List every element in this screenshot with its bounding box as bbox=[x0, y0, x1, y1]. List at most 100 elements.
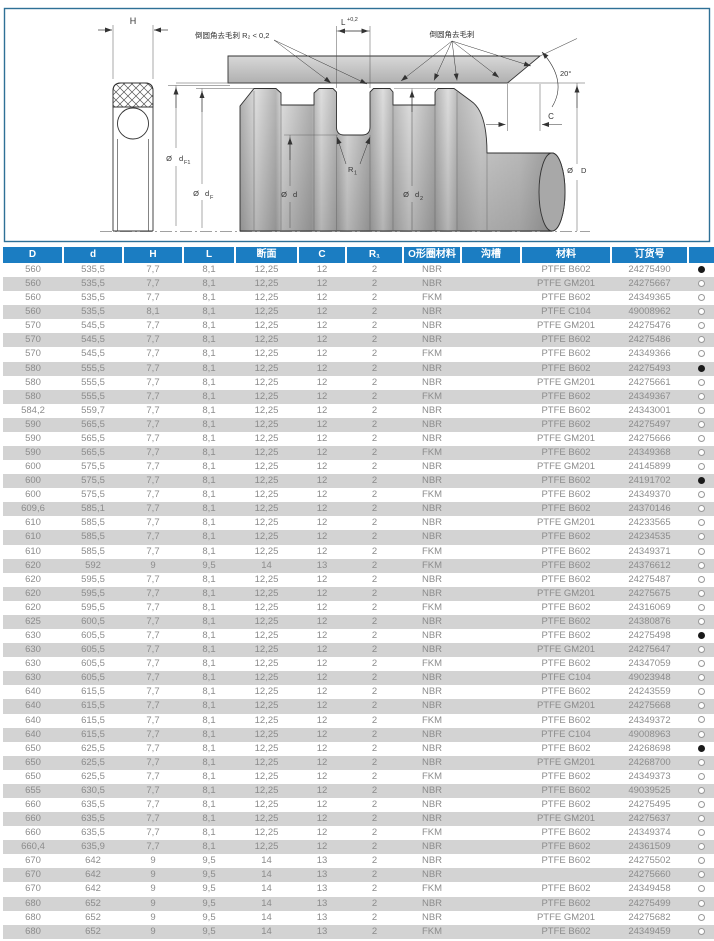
table-row: 560 535,5 7,7 8,1 12,25 12 2 NBR PTFE GM201 24275… bbox=[3, 277, 714, 292]
table-row: 584,2 559,7 7,7 8,1 12,25 12 2 NBR PTFE B602 2434… bbox=[3, 404, 714, 418]
dim-df-dia: Ø bbox=[193, 189, 199, 198]
availability-dot-filled bbox=[697, 477, 705, 485]
table-row: 570 545,5 7,7 8,1 12,25 12 2 FKM PTFE B602 243493… bbox=[3, 347, 714, 361]
table-row: 680 652 9 9,5 14 13 2 NBR PTFE GM201 24275682 bbox=[3, 911, 714, 925]
availability-dot-empty bbox=[697, 322, 705, 330]
availability-dot-empty bbox=[697, 589, 705, 597]
availability-dot-empty bbox=[697, 434, 705, 442]
table-row: 590 565,5 7,7 8,1 12,25 12 2 FKM PTFE B602 243493… bbox=[3, 446, 714, 461]
table-body: 560 535,5 7,7 8,1 12,25 12 2 NBR PTFE B602 242754… bbox=[3, 263, 714, 939]
table-row: 560 535,5 7,7 8,1 12,25 12 2 NBR PTFE B602 242754… bbox=[3, 263, 714, 277]
o-ring bbox=[117, 107, 149, 140]
availability-dot-empty bbox=[697, 617, 705, 625]
rod-end-face bbox=[538, 152, 566, 232]
availability-dot-empty bbox=[697, 730, 705, 738]
table-row: 630 605,5 7,7 8,1 12,25 12 2 NBR PTFE GM201 24275… bbox=[3, 643, 714, 658]
table-row: 650 625,5 7,7 8,1 12,25 12 2 NBR PTFE GM201 24268… bbox=[3, 755, 714, 770]
availability-dot-empty bbox=[697, 449, 705, 456]
availability-dot-empty bbox=[697, 702, 705, 710]
table-row: 560 535,5 8,1 8,1 12,25 12 2 NBR PTFE C104 490089… bbox=[3, 305, 714, 320]
availability-dot-empty bbox=[697, 336, 705, 344]
availability-dot-empty bbox=[697, 871, 705, 879]
availability-dot-empty bbox=[697, 463, 705, 471]
table-row: 670 642 9 9,5 14 13 2 FKM PTFE B602 24349458 bbox=[3, 882, 714, 896]
dim-d2-label: d bbox=[415, 190, 419, 199]
dim-l-tolerance: +0,2 bbox=[347, 17, 358, 23]
seal-hatch-cap bbox=[112, 82, 154, 108]
table-row: 609,6 585,1 7,7 8,1 12,25 12 2 NBR PTFE B602 2437… bbox=[3, 502, 714, 517]
angle-label: 20° bbox=[560, 69, 571, 78]
availability-dot-empty bbox=[697, 913, 705, 921]
availability-dot-empty bbox=[697, 378, 705, 386]
table-row: 590 565,5 7,7 8,1 12,25 12 2 NBR PTFE GM201 24275… bbox=[3, 432, 714, 446]
col-header-D: D bbox=[3, 247, 63, 263]
col-header-d: d bbox=[62, 247, 123, 263]
dim-d2-sub: 2 bbox=[420, 196, 423, 202]
availability-dot-empty bbox=[697, 280, 705, 288]
table-row: 620 595,5 7,7 8,1 12,25 12 2 FKM PTFE B602 243160… bbox=[3, 601, 714, 615]
availability-dot-empty bbox=[697, 772, 705, 780]
table-row: 640 615,5 7,7 8,1 12,25 12 2 FKM PTFE B602 243493… bbox=[3, 714, 714, 728]
availability-dot-empty bbox=[697, 603, 705, 611]
table-row: 660 635,5 7,7 8,1 12,25 12 2 NBR PTFE GM201 24275… bbox=[3, 812, 714, 827]
table-row: 600 575,5 7,7 8,1 12,25 12 2 FKM PTFE B602 243493… bbox=[3, 488, 714, 502]
availability-dot-empty bbox=[697, 885, 705, 893]
availability-dot-empty bbox=[697, 406, 705, 414]
dim-h-label: H bbox=[130, 16, 137, 26]
dim-c bbox=[486, 84, 562, 131]
dim-c-label: C bbox=[548, 112, 554, 121]
availability-dot-filled bbox=[697, 265, 705, 273]
availability-dot-empty bbox=[697, 294, 705, 302]
deburr-note-left: 倒圆角去毛刺 R₂ < 0,2 bbox=[195, 30, 269, 40]
dim-r1-label: R bbox=[348, 165, 354, 174]
col-header-availability bbox=[687, 247, 714, 263]
table-row: 655 630,5 7,7 8,1 12,25 12 2 NBR PTFE B602 490395… bbox=[3, 783, 714, 798]
availability-dot-empty bbox=[697, 857, 705, 865]
table-row: 680 652 9 9,5 14 13 2 NBR PTFE B602 24275499 bbox=[3, 896, 714, 911]
dim-r1-sub: 1 bbox=[354, 171, 357, 177]
table-row: 600 575,5 7,7 8,1 12,25 12 2 NBR PTFE B602 241917… bbox=[3, 474, 714, 489]
availability-dot-empty bbox=[697, 660, 705, 668]
col-header-material: 材料 bbox=[520, 247, 611, 263]
availability-dot-empty bbox=[697, 533, 705, 541]
availability-dot-filled bbox=[697, 744, 705, 752]
table-row: 670 642 9 9,5 14 13 2 NBR PTFE B602 24275502 bbox=[3, 854, 714, 868]
table-row: 670 642 9 9,5 14 13 2 NBR 24275660 bbox=[3, 868, 714, 883]
table-row: 610 585,5 7,7 8,1 12,25 12 2 NBR PTFE GM201 24233… bbox=[3, 516, 714, 530]
dim-df1-sub: F1 bbox=[184, 160, 190, 166]
dim-l-label: L bbox=[341, 18, 346, 27]
table-row: 680 652 9 9,5 14 13 2 FKM PTFE B602 24349459 bbox=[3, 924, 714, 939]
col-header-groove: 沟槽 bbox=[460, 247, 521, 263]
availability-dot-empty bbox=[697, 491, 705, 499]
table-row: 570 545,5 7,7 8,1 12,25 12 2 NBR PTFE B602 242754… bbox=[3, 333, 714, 348]
availability-dot-empty bbox=[697, 786, 705, 794]
availability-dot-empty bbox=[697, 505, 705, 513]
table-row: 580 555,5 7,7 8,1 12,25 12 2 FKM PTFE B602 243493… bbox=[3, 389, 714, 404]
availability-dot-empty bbox=[697, 547, 705, 555]
table-row: 630 605,5 7,7 8,1 12,25 12 2 FKM PTFE B602 243470… bbox=[3, 657, 714, 671]
dim-l bbox=[336, 26, 371, 88]
availability-dot-empty bbox=[697, 392, 705, 400]
dimension-table: D d H L 断面 C R₁ O形圈材料 沟槽 材料 订货号 560 535,5… bbox=[3, 247, 714, 939]
table-row: 640 615,5 7,7 8,1 12,25 12 2 NBR PTFE C104 490089… bbox=[3, 727, 714, 742]
table-row: 640 615,5 7,7 8,1 12,25 12 2 NBR PTFE GM201 24275… bbox=[3, 699, 714, 714]
table-row: 560 535,5 7,7 8,1 12,25 12 2 FKM PTFE B602 243493… bbox=[3, 291, 714, 305]
dim-h bbox=[98, 25, 168, 79]
table-row: 630 605,5 7,7 8,1 12,25 12 2 NBR PTFE B602 242754… bbox=[3, 629, 714, 643]
dim-dd-dia: Ø bbox=[567, 166, 573, 175]
table-row: 570 545,5 7,7 8,1 12,25 12 2 NBR PTFE GM201 24275… bbox=[3, 319, 714, 333]
table-row: 600 575,5 7,7 8,1 12,25 12 2 NBR PTFE GM201 24145… bbox=[3, 460, 714, 474]
availability-dot-empty bbox=[697, 575, 705, 583]
dim-d-label: d bbox=[293, 190, 297, 199]
col-header-order-number: 订货号 bbox=[610, 247, 688, 263]
availability-dot-empty bbox=[697, 519, 705, 527]
col-header-section: 断面 bbox=[234, 247, 298, 263]
deburr-note-left-leaders bbox=[273, 39, 368, 85]
dim-df1-dia: Ø bbox=[166, 154, 172, 163]
availability-dot-filled bbox=[697, 632, 705, 640]
dim-dd-label: D bbox=[581, 166, 587, 175]
table-row: 640 615,5 7,7 8,1 12,25 12 2 NBR PTFE B602 242435… bbox=[3, 685, 714, 699]
col-header-H: H bbox=[122, 247, 183, 263]
angle-arc bbox=[541, 51, 559, 108]
table-row: 620 592 9 9,5 14 13 2 FKM PTFE B602 24376612 bbox=[3, 558, 714, 573]
